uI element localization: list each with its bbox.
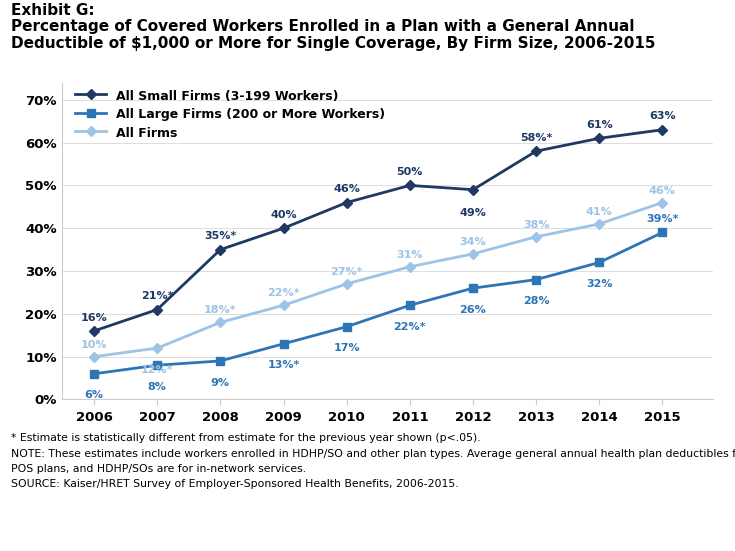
Text: 63%: 63% [649,111,675,121]
Text: 58%*: 58%* [520,133,552,143]
Text: 46%: 46% [333,184,360,194]
Text: 41%: 41% [586,207,613,217]
Text: 16%: 16% [81,312,107,323]
Text: POS plans, and HDHP/SOs are for in-network services.: POS plans, and HDHP/SOs are for in-netwo… [11,464,306,474]
Text: 10%: 10% [81,340,107,350]
Text: 17%: 17% [334,343,360,353]
Text: 49%: 49% [459,208,487,218]
Text: 13%*: 13%* [268,360,300,370]
Text: 18%*: 18%* [204,305,237,316]
Text: 38%: 38% [523,220,549,230]
Text: 40%: 40% [270,210,297,220]
Text: 35%*: 35%* [204,231,237,241]
Text: KAISER: KAISER [614,485,683,504]
Text: Deductible of $1,000 or More for Single Coverage, By Firm Size, 2006-2015: Deductible of $1,000 or More for Single … [11,36,656,51]
Text: Exhibit G:: Exhibit G: [11,3,95,18]
Text: NOTE: These estimates include workers enrolled in HDHP/SO and other plan types. : NOTE: These estimates include workers en… [11,449,735,459]
Text: FOUNDATION: FOUNDATION [610,530,687,540]
Text: 46%: 46% [649,186,676,196]
Text: 22%*: 22%* [268,288,300,298]
Text: 6%: 6% [85,391,104,401]
Text: 22%*: 22%* [393,322,426,332]
Text: 34%: 34% [459,237,487,247]
Text: 26%: 26% [459,305,487,315]
Text: 8%: 8% [148,382,167,392]
Text: 50%: 50% [397,167,423,177]
Legend: All Small Firms (3-199 Workers), All Large Firms (200 or More Workers), All Firm: All Small Firms (3-199 Workers), All Lar… [75,89,386,140]
Text: 39%*: 39%* [646,214,678,224]
Text: 9%: 9% [211,377,230,387]
Text: 31%: 31% [397,250,423,260]
Text: 61%: 61% [586,120,613,130]
Text: 21%*: 21%* [141,291,173,301]
Text: 12%*: 12%* [141,365,173,375]
Text: SOURCE: Kaiser/HRET Survey of Employer-Sponsored Health Benefits, 2006-2015.: SOURCE: Kaiser/HRET Survey of Employer-S… [11,479,459,489]
Text: * Estimate is statistically different from estimate for the previous year shown : * Estimate is statistically different fr… [11,433,481,442]
Text: Percentage of Covered Workers Enrolled in a Plan with a General Annual: Percentage of Covered Workers Enrolled i… [11,19,634,34]
Text: 32%: 32% [586,279,612,289]
Text: 27%*: 27%* [331,267,363,277]
Text: THE HENRY J.: THE HENRY J. [612,470,685,480]
Text: FAMILY: FAMILY [616,505,681,523]
Text: 28%: 28% [523,296,550,306]
